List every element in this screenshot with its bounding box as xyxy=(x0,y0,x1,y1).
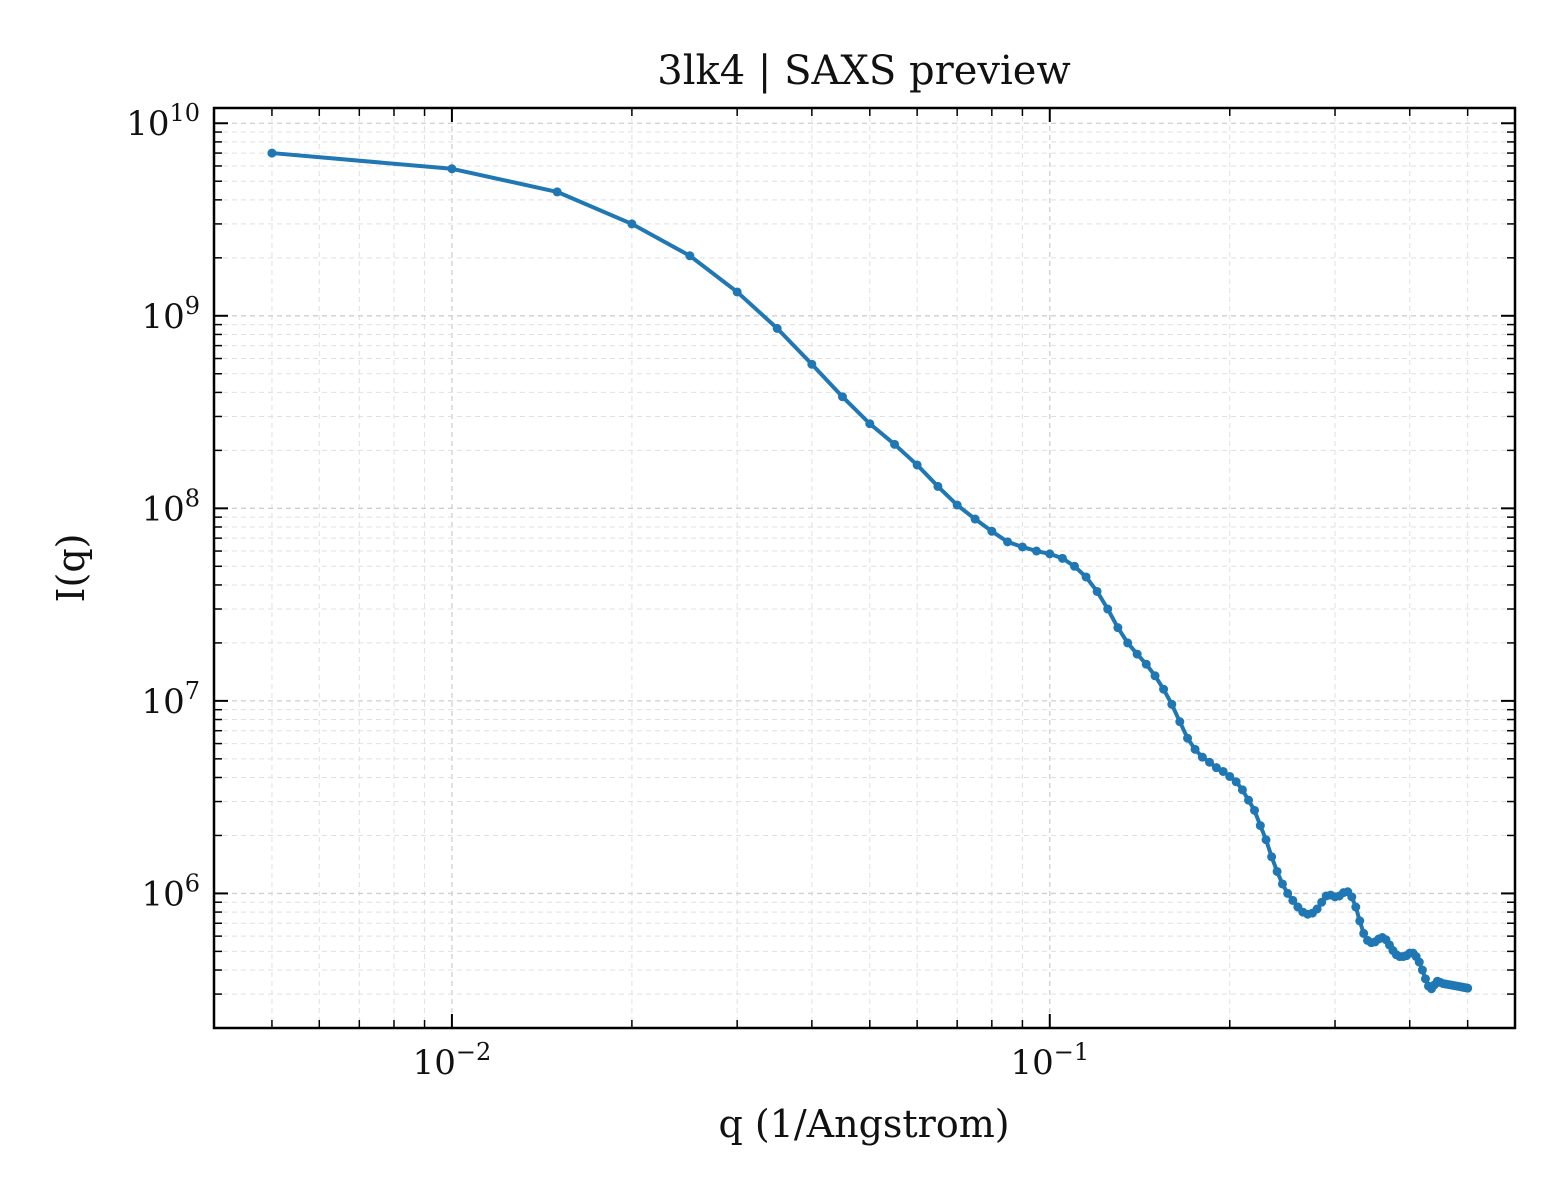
y-tick-label: 106 xyxy=(141,869,200,914)
data-point xyxy=(970,514,980,524)
y-tick-label: 108 xyxy=(141,484,200,529)
data-point xyxy=(447,164,457,174)
data-point xyxy=(912,460,922,470)
ticks: 10−2 10−1 106 107 108 109 1010 xyxy=(126,99,1515,1083)
data-point xyxy=(933,481,943,491)
y-tick-label: 107 xyxy=(141,677,200,722)
data-point xyxy=(1132,649,1142,659)
data-point xyxy=(267,148,277,158)
y-axis-label: I(q) xyxy=(49,534,93,603)
data-point xyxy=(772,323,782,333)
data-point xyxy=(837,392,847,402)
data-point xyxy=(1218,766,1228,776)
data-point xyxy=(1312,904,1322,914)
data-point xyxy=(1244,795,1254,805)
data-point xyxy=(1237,785,1247,795)
y-tick-label: 109 xyxy=(141,292,200,337)
data-point xyxy=(1351,902,1361,912)
data-point xyxy=(1159,684,1169,694)
chart-title: 3lk4 | SAXS preview xyxy=(657,48,1070,94)
data-point xyxy=(1205,757,1215,767)
data-point xyxy=(1347,892,1357,902)
x-axis-label: q (1/Angstrom) xyxy=(718,1102,1009,1146)
data-point xyxy=(1031,546,1041,556)
x-tick-label: 10−1 xyxy=(1010,1038,1089,1083)
data-point xyxy=(1017,542,1027,552)
data-point xyxy=(1141,659,1151,669)
data-point xyxy=(1190,744,1200,754)
data-point xyxy=(1420,974,1430,984)
data-point xyxy=(890,439,900,449)
data-point xyxy=(1414,957,1424,967)
data-point xyxy=(1175,717,1185,727)
data-point xyxy=(1167,699,1177,709)
data-point xyxy=(1359,928,1369,938)
data-point xyxy=(1123,638,1133,648)
data-point xyxy=(1150,671,1160,681)
data-point xyxy=(552,187,562,197)
data-point xyxy=(1057,553,1067,563)
data-point xyxy=(732,287,742,297)
data-point xyxy=(1231,777,1241,787)
data-point xyxy=(1463,983,1473,993)
data-point xyxy=(1255,821,1265,831)
data-point xyxy=(1417,965,1427,975)
data-point xyxy=(952,500,962,510)
data-point xyxy=(1225,771,1235,781)
data-point xyxy=(1249,805,1259,815)
data-point xyxy=(627,219,637,229)
data-point xyxy=(1211,763,1221,773)
plot-frame xyxy=(212,106,1517,1030)
data-point xyxy=(1277,879,1287,889)
x-tick-label: 10−2 xyxy=(413,1038,492,1083)
data-point xyxy=(1081,572,1091,582)
data-point xyxy=(807,359,817,369)
data-point xyxy=(1272,866,1282,876)
data-point xyxy=(1045,549,1055,559)
y-tick-label: 1010 xyxy=(126,99,200,144)
data-point xyxy=(1197,752,1207,762)
data-point xyxy=(865,419,875,429)
data-point xyxy=(1003,537,1013,547)
data-point xyxy=(1183,733,1193,743)
data-point xyxy=(1261,835,1271,845)
data-point xyxy=(1103,604,1113,614)
data-point xyxy=(1092,586,1102,596)
data-point xyxy=(1355,916,1365,926)
data-point xyxy=(987,526,997,536)
data-point xyxy=(1288,895,1298,905)
data-point xyxy=(1283,888,1293,898)
data-point xyxy=(685,251,695,261)
series-layer xyxy=(267,148,1473,994)
data-point xyxy=(1267,852,1277,862)
data-point xyxy=(1317,897,1327,907)
data-point xyxy=(1113,623,1123,633)
data-point xyxy=(1070,561,1080,571)
